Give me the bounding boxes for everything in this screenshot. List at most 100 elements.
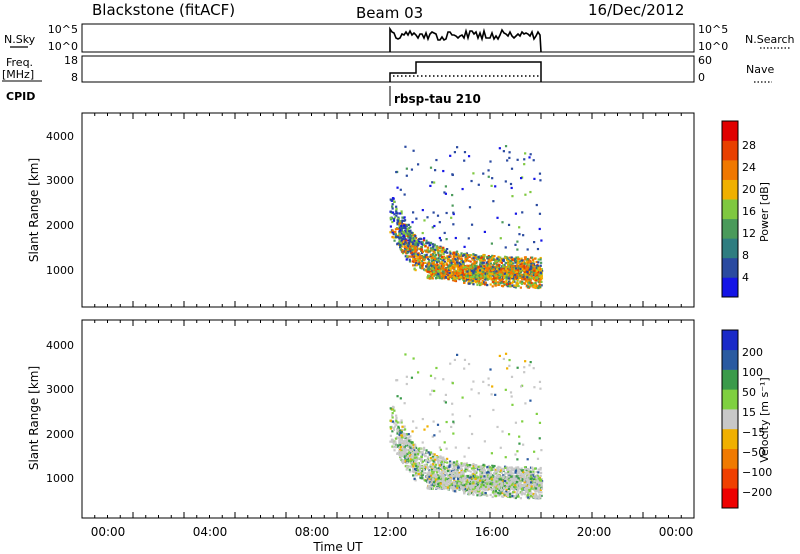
power-echo xyxy=(501,271,504,274)
power-echo xyxy=(408,255,411,258)
power-echo xyxy=(502,150,505,153)
power-echo xyxy=(430,258,434,261)
power-echo xyxy=(405,167,408,170)
velocity-echo xyxy=(471,478,474,482)
power-echo xyxy=(435,262,439,265)
power-echo xyxy=(495,265,498,268)
velocity-echo xyxy=(470,467,474,470)
power-echo xyxy=(435,273,439,276)
velocity-echo xyxy=(513,495,516,498)
velocity-echo xyxy=(489,493,492,497)
velocity-echo xyxy=(417,465,420,468)
power-panel: Slant Range [km] 4000 3000 2000 1000 xyxy=(27,112,695,308)
velocity-echo xyxy=(537,483,540,486)
power-echo xyxy=(406,243,409,246)
velocity-echo xyxy=(405,454,409,458)
power-echo xyxy=(391,198,395,202)
velocity-echo xyxy=(407,459,410,462)
power-echo xyxy=(497,281,500,284)
power-echo xyxy=(533,269,536,273)
velocity-echo xyxy=(536,475,539,478)
power-echo xyxy=(425,269,428,272)
power-echo xyxy=(501,259,504,262)
power-echo xyxy=(472,270,475,274)
velocity-echo xyxy=(404,459,407,462)
power-echo xyxy=(492,255,495,259)
power-echo xyxy=(516,158,519,161)
velocity-echo xyxy=(412,460,416,463)
power-echo xyxy=(505,276,508,279)
power-echo xyxy=(400,245,404,248)
power-echo xyxy=(496,277,499,280)
power-echo xyxy=(461,267,464,270)
power-echo xyxy=(459,267,462,270)
power-echo xyxy=(537,286,540,290)
velocity-echo xyxy=(522,469,525,472)
velocity-echo xyxy=(421,453,424,456)
nave-tick-bottom: 0 xyxy=(698,71,705,84)
velocity-echo xyxy=(415,472,418,475)
velocity-echo xyxy=(479,481,482,484)
velocity-echo xyxy=(535,496,538,499)
velocity-echo xyxy=(395,416,398,420)
power-echo xyxy=(478,255,482,258)
velocity-echo xyxy=(433,467,437,470)
velocity-echo xyxy=(391,407,395,410)
power-echo xyxy=(517,264,520,267)
power-echo xyxy=(529,256,533,259)
velocity-echo xyxy=(511,492,514,495)
power-echo xyxy=(477,271,480,274)
power-echo xyxy=(508,256,511,259)
power-echo xyxy=(411,253,414,256)
velocity-echo xyxy=(442,478,445,481)
cpid-program: rbsp-tau 210 xyxy=(394,92,481,106)
power-echo xyxy=(498,270,502,273)
velocity-echo xyxy=(467,469,470,472)
power-echo xyxy=(438,236,441,240)
power-echo xyxy=(455,250,459,253)
velocity-echo xyxy=(420,457,423,460)
velocity-echo xyxy=(399,445,403,449)
power-echo xyxy=(477,183,480,186)
power-echo xyxy=(532,260,535,263)
velocity-echo xyxy=(413,468,417,471)
velocity-echo xyxy=(482,471,485,474)
power-echo xyxy=(432,272,435,275)
power-echo xyxy=(400,232,403,235)
power-echo xyxy=(460,269,464,272)
power-echo xyxy=(470,179,473,183)
power-echo xyxy=(413,246,416,250)
power-echo xyxy=(527,261,530,264)
power-echo xyxy=(536,263,539,267)
velocity-echo xyxy=(483,483,486,486)
power-echo xyxy=(460,258,463,262)
velocity-echo xyxy=(406,465,409,468)
power-echo xyxy=(502,280,505,283)
velocity-echo xyxy=(533,476,536,479)
velocity-echo xyxy=(465,482,468,486)
power-echo xyxy=(514,243,517,246)
velocity-echo xyxy=(431,456,434,459)
velocity-echo xyxy=(477,476,480,479)
power-colorbar-frame xyxy=(721,120,739,298)
velocity-echo xyxy=(424,471,427,475)
power-echo xyxy=(482,270,485,273)
nsky-tick-bottom: 10^0 xyxy=(48,40,78,53)
power-echo xyxy=(501,269,504,272)
velocity-echo xyxy=(389,407,392,410)
power-echo xyxy=(508,156,511,160)
power-echo xyxy=(439,239,443,242)
velocity-echo xyxy=(449,469,452,472)
power-echo xyxy=(485,261,488,264)
velocity-echo xyxy=(535,470,538,474)
power-echo xyxy=(411,248,414,252)
velocity-echo xyxy=(458,475,462,478)
power-echo xyxy=(533,257,536,260)
velocity-echo xyxy=(420,466,424,470)
power-echo xyxy=(444,276,447,279)
velocity-echo xyxy=(455,460,459,463)
power-echo xyxy=(427,269,430,272)
velocity-echo xyxy=(440,473,444,476)
velocity-echo xyxy=(494,470,497,473)
